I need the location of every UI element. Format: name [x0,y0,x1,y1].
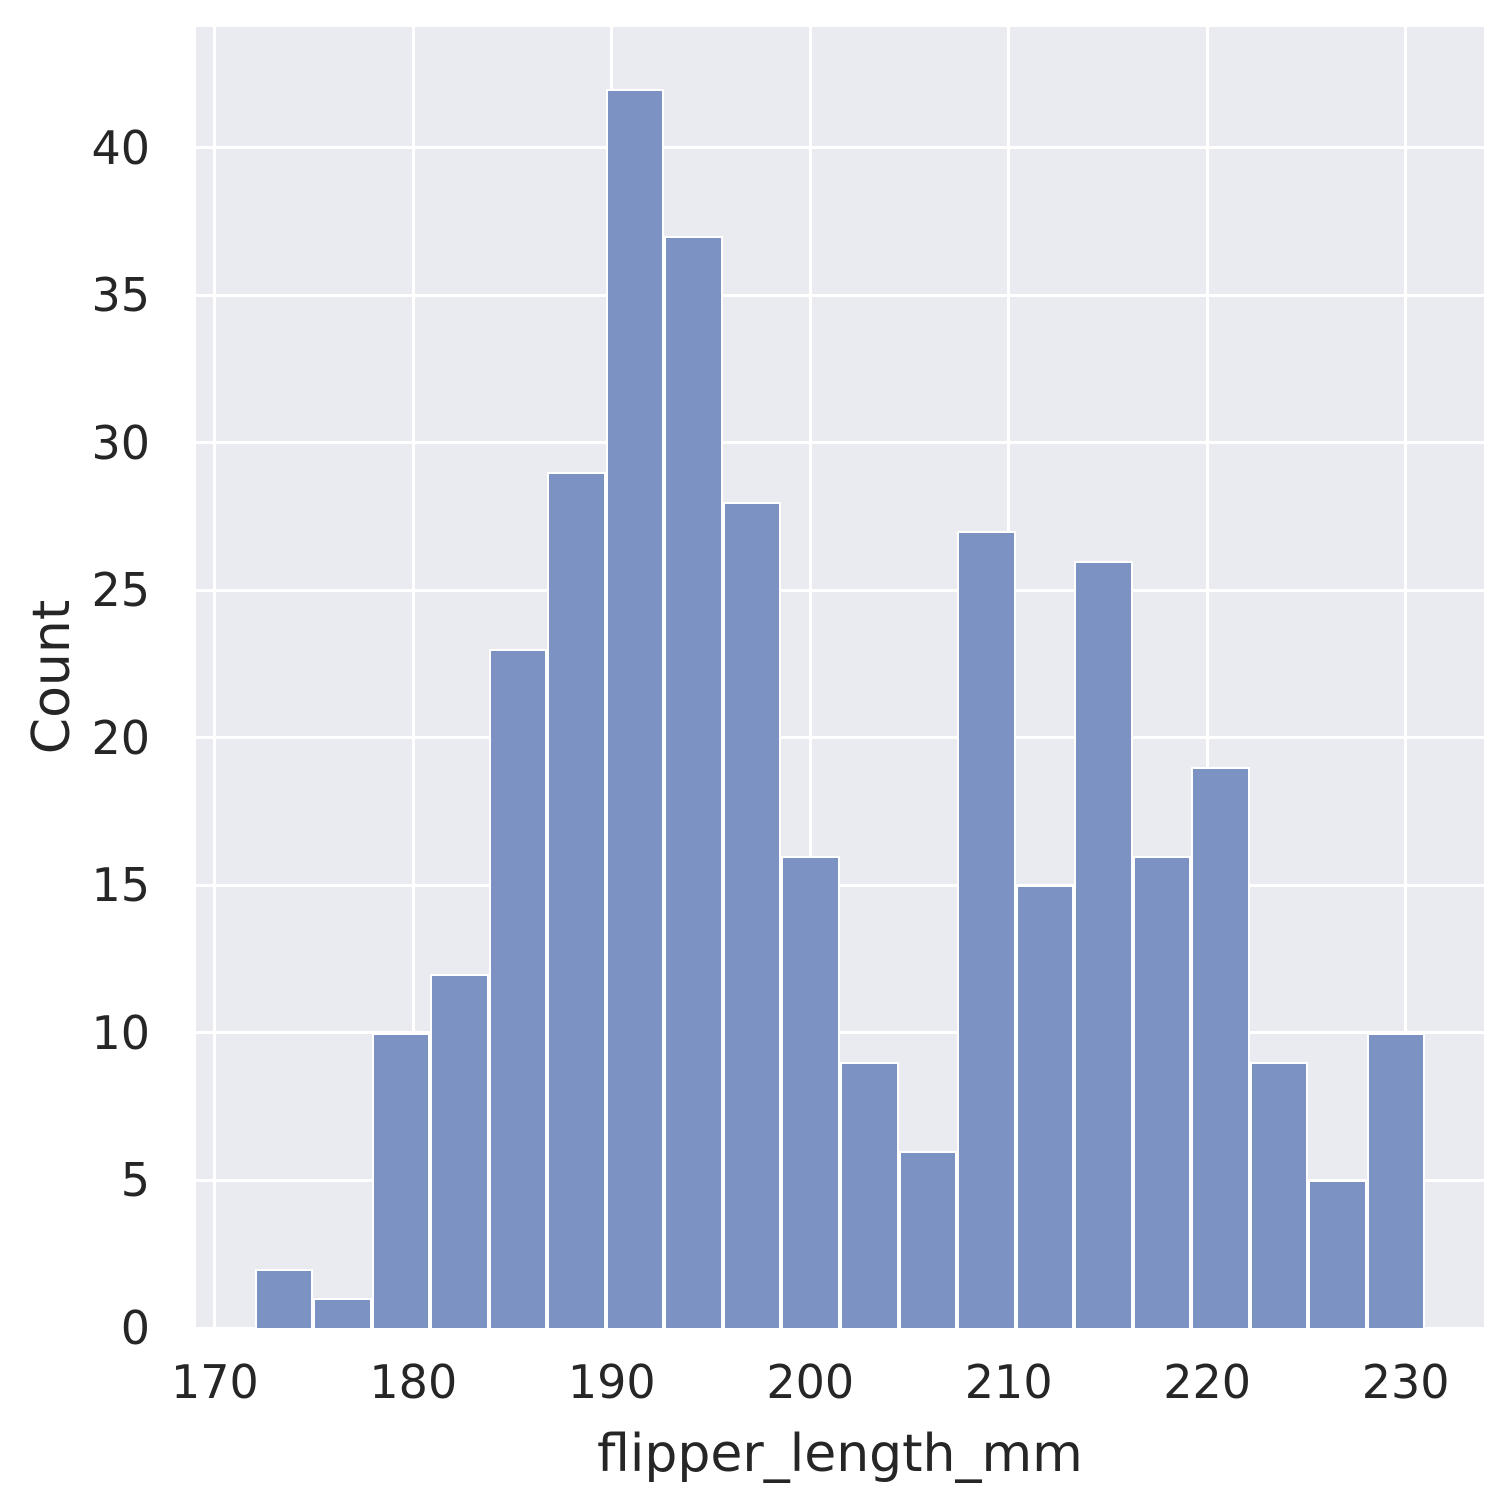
histogram-bar [1366,1032,1426,1328]
x-gridline-230 [1404,27,1408,1328]
y-gridline-40 [196,146,1484,150]
histogram-bar [313,1298,372,1328]
histogram-bar [898,1150,958,1328]
histogram-bar [371,1032,431,1328]
y-tick-label-20: 20 [91,710,150,765]
x-tick-label-230: 230 [1361,1355,1450,1409]
histogram-bar [781,855,840,1328]
x-tick-label-210: 210 [964,1355,1053,1409]
y-tick-label-10: 10 [91,1005,150,1060]
plot-area [196,27,1484,1330]
histogram-bar [605,88,665,1328]
y-gridline-10 [196,1031,1484,1035]
y-tick-label-25: 25 [91,563,150,618]
x-gridline-200 [808,27,812,1328]
y-tick-label-40: 40 [91,120,150,175]
histogram-bar [840,1062,899,1328]
y-gridline-20 [196,736,1484,740]
x-gridline-220 [1205,27,1209,1328]
y-gridline-30 [196,441,1484,445]
histogram-bar [722,501,782,1328]
y-gridline-35 [196,293,1484,297]
x-axis-label: flipper_length_mm [597,1424,1083,1484]
histogram-bar [1308,1180,1367,1328]
y-gridline-25 [196,588,1484,592]
histogram-bar [488,649,548,1328]
y-axis-label: Count [22,599,82,755]
histogram-bar [957,531,1016,1328]
y-tick-label-35: 35 [91,268,150,323]
histogram-bar [1074,560,1133,1328]
y-tick-label-30: 30 [91,415,150,470]
histogram-bar [1249,1062,1309,1328]
y-gridline-0 [196,1326,1484,1330]
x-tick-label-190: 190 [567,1355,656,1409]
x-tick-label-180: 180 [369,1355,458,1409]
x-gridline-170 [213,27,217,1328]
y-tick-label-0: 0 [120,1301,150,1355]
histogram-bar [547,472,606,1328]
x-tick-label-170: 170 [170,1355,259,1409]
histogram-bar [430,973,489,1328]
x-tick-label-220: 220 [1163,1355,1252,1409]
histogram-bar [664,236,723,1328]
histogram-bar [1191,767,1250,1328]
histogram-bar [254,1268,314,1328]
y-tick-label-15: 15 [91,858,150,913]
y-tick-label-5: 5 [120,1153,150,1208]
histogram-bar [1015,885,1075,1328]
x-tick-label-200: 200 [766,1355,855,1409]
y-gridline-15 [196,883,1484,887]
x-gridline-180 [411,27,415,1328]
histogram-bar [1132,855,1192,1328]
